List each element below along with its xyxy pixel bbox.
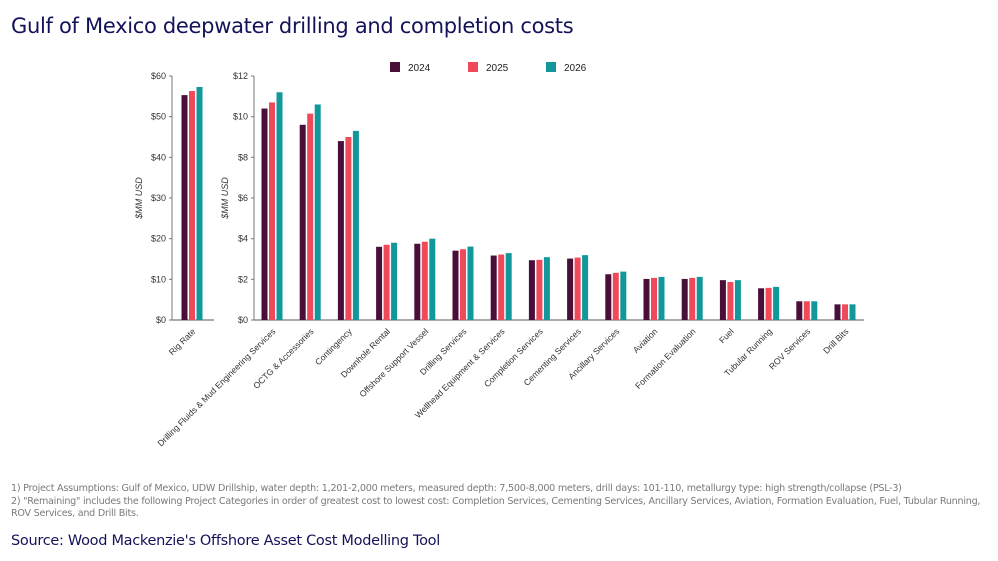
y-tick-label: $50 xyxy=(151,112,166,122)
bar-2025 xyxy=(269,102,275,320)
bar-2024 xyxy=(414,243,421,320)
bar-2026 xyxy=(429,238,436,320)
y-tick-label: $0 xyxy=(238,315,248,325)
y-tick-label: $40 xyxy=(151,152,166,162)
x-tick-label: Fuel xyxy=(717,326,736,345)
bar-2025 xyxy=(460,249,466,320)
bar-2024 xyxy=(719,280,726,320)
bar-2024 xyxy=(605,274,612,320)
y-tick-label: $20 xyxy=(151,234,166,244)
bar-2025 xyxy=(383,244,390,320)
bar-2026 xyxy=(849,304,856,320)
bar-2024 xyxy=(567,258,574,320)
bar-2026 xyxy=(391,242,398,320)
legend-swatch-2025 xyxy=(468,62,478,72)
bar-2025 xyxy=(345,137,352,320)
legend-label: 2026 xyxy=(564,63,587,74)
bar-2026 xyxy=(276,92,283,321)
legend-label: 2025 xyxy=(486,63,509,74)
bar-2026 xyxy=(811,301,818,320)
bar-2024 xyxy=(758,288,765,320)
bar-2024 xyxy=(337,141,344,320)
y-tick-label: $4 xyxy=(238,234,248,244)
footnote-2: 2) "Remaining" includes the following Pr… xyxy=(11,495,981,520)
bar-2025 xyxy=(803,301,810,320)
y-tick-label: $12 xyxy=(233,71,248,81)
bar-2024 xyxy=(376,246,383,320)
bar-2024 xyxy=(181,95,188,320)
bar-2024 xyxy=(299,124,306,320)
y-tick-label: $6 xyxy=(238,193,248,203)
y-tick-label: $60 xyxy=(151,71,166,81)
bar-2024 xyxy=(528,260,535,320)
x-tick-label: Aviation xyxy=(631,326,660,355)
bar-2025 xyxy=(651,277,657,320)
bar-2026 xyxy=(314,104,321,320)
bar-2026 xyxy=(658,276,665,320)
legend-label: 2024 xyxy=(408,63,431,74)
x-tick-label: ROV Services xyxy=(767,326,812,371)
bar-2025 xyxy=(765,287,772,320)
bar-2026 xyxy=(620,271,627,320)
bar-2026 xyxy=(696,276,703,320)
y-axis-label: $MM USD xyxy=(220,177,230,220)
bar-2026 xyxy=(582,255,589,320)
bar-2026 xyxy=(196,86,203,320)
bar-2024 xyxy=(681,278,688,320)
bar-2024 xyxy=(796,301,803,320)
bar-2025 xyxy=(842,304,848,320)
y-tick-label: $2 xyxy=(238,274,248,284)
bar-2025 xyxy=(498,254,505,320)
y-axis-label: $MM USD xyxy=(134,177,144,220)
x-tick-label: Contingency xyxy=(313,326,354,367)
legend-swatch-2024 xyxy=(390,62,400,72)
y-tick-label: $8 xyxy=(238,152,248,162)
bar-2024 xyxy=(834,304,841,320)
bar-2026 xyxy=(543,257,550,320)
bar-2024 xyxy=(452,250,459,320)
footnotes: 1) Project Assumptions: Gulf of Mexico, … xyxy=(11,483,991,521)
footnote-1: 1) Project Assumptions: Gulf of Mexico, … xyxy=(11,483,902,494)
bar-2026 xyxy=(352,130,359,320)
source-note: Source: Wood Mackenzie's Offshore Asset … xyxy=(11,533,440,549)
y-tick-label: $10 xyxy=(233,112,248,122)
bar-2026 xyxy=(734,280,741,320)
bar-2026 xyxy=(505,253,512,320)
bar-2025 xyxy=(689,277,696,320)
page-title: Gulf of Mexico deepwater drilling and co… xyxy=(11,14,574,38)
bar-2025 xyxy=(189,91,195,321)
x-tick-label: Drill Bits xyxy=(821,326,850,355)
bar-2025 xyxy=(307,113,314,320)
bar-2024 xyxy=(643,278,650,320)
y-tick-label: $30 xyxy=(151,193,166,203)
bar-2026 xyxy=(773,286,780,320)
legend-swatch-2026 xyxy=(546,62,556,72)
bar-2024 xyxy=(490,255,497,320)
x-tick-label: Rig Rate xyxy=(167,326,198,357)
bar-2025 xyxy=(612,272,619,320)
y-tick-label: $0 xyxy=(156,315,166,325)
bar-2026 xyxy=(467,246,474,320)
bar-2025 xyxy=(574,257,581,320)
bar-2024 xyxy=(261,108,268,321)
bar-2025 xyxy=(536,259,543,320)
x-tick-label: Offshore Support Vessel xyxy=(357,326,430,399)
bar-2025 xyxy=(421,241,428,320)
y-tick-label: $10 xyxy=(151,274,166,284)
bar-2025 xyxy=(727,281,734,320)
